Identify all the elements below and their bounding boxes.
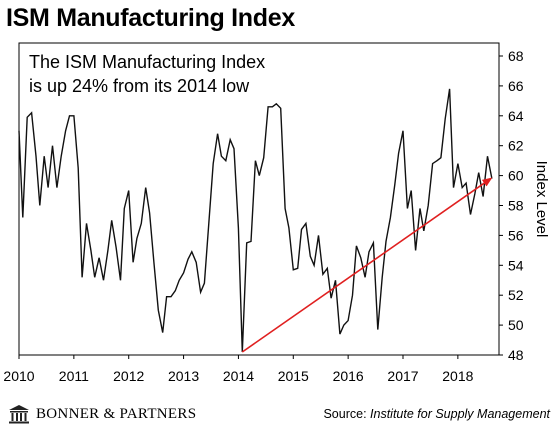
y-tick-label: 68 <box>508 48 524 64</box>
ism-index-series-line <box>18 88 493 353</box>
brand-logo: BONNER & PARTNERS <box>8 404 196 424</box>
x-tick-label: 2011 <box>59 368 89 384</box>
x-tick-label: 2010 <box>3 368 34 384</box>
y-tick-label: 66 <box>508 78 524 94</box>
x-tick-label: 2015 <box>278 368 309 384</box>
source-name: Institute for Supply Management <box>370 407 550 421</box>
annotation-line-2: is up 24% from its 2014 low <box>29 76 250 96</box>
y-tick-label: 48 <box>508 347 524 363</box>
trend-arrow <box>241 177 493 353</box>
y-tick-label: 54 <box>508 257 524 273</box>
x-tick-label: 2013 <box>168 368 199 384</box>
x-tick-label: 2018 <box>442 368 473 384</box>
source-prefix: Source: <box>323 407 371 421</box>
y-tick-label: 52 <box>508 287 524 303</box>
y-tick-label: 56 <box>508 227 524 243</box>
y-tick-label: 50 <box>508 317 524 333</box>
source-note: Source: Institute for Supply Management <box>323 407 550 421</box>
x-tick-label: 2017 <box>387 368 418 384</box>
y-axis-label: Index Level <box>533 161 550 238</box>
x-tick-label: 2014 <box>223 368 254 384</box>
annotation-line-1: The ISM Manufacturing Index <box>29 52 265 72</box>
brand-name: BONNER & PARTNERS <box>36 405 197 422</box>
y-tick-label: 64 <box>508 108 524 124</box>
building-icon <box>9 405 29 424</box>
plot-frame <box>18 42 500 356</box>
x-tick-label: 2016 <box>333 368 364 384</box>
y-tick-label: 62 <box>508 138 524 154</box>
y-tick-label: 60 <box>508 168 524 184</box>
chart-title: ISM Manufacturing Index <box>6 4 295 32</box>
y-tick-label: 58 <box>508 198 524 214</box>
x-tick-label: 2012 <box>113 368 144 384</box>
